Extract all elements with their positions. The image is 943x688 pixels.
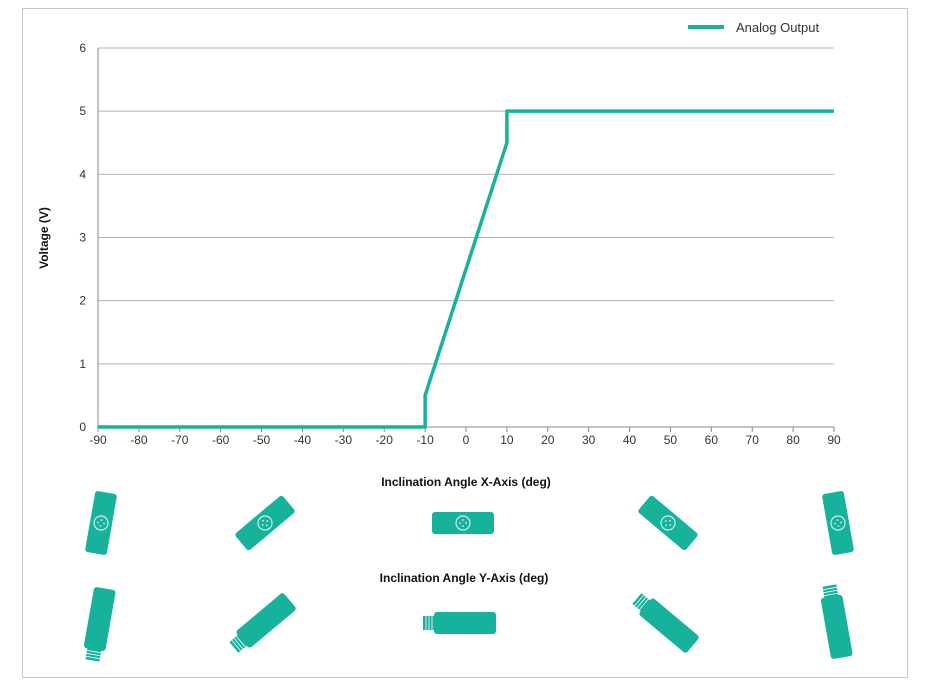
- sensor-y-orientation-icon: [423, 612, 496, 634]
- y-axis-label: Voltage (V): [37, 207, 51, 269]
- x-tick-label: -20: [376, 433, 394, 447]
- x-tick-label: -30: [335, 433, 353, 447]
- x-axis-label: Inclination Angle X-Axis (deg): [381, 475, 551, 489]
- x-tick-label: 10: [500, 433, 514, 447]
- series-line: [98, 109, 834, 429]
- x-tick-label: -60: [212, 433, 230, 447]
- legend: Analog Output: [688, 20, 820, 35]
- x-tick-label: -70: [171, 433, 189, 447]
- y-tick-label: 5: [79, 104, 86, 118]
- sensor-x-orientation-icon: [85, 491, 117, 555]
- x-tick-label: 0: [463, 433, 470, 447]
- x-tick-label: 60: [705, 433, 719, 447]
- sensor-x-orientation-icon: [432, 512, 494, 534]
- x-tick-label: -10: [416, 433, 434, 447]
- sensor-x-orientation-icon: [638, 495, 698, 551]
- x-tick-label: -80: [130, 433, 148, 447]
- x-tick-label: -90: [89, 433, 107, 447]
- sensor-y-orientation-icon: [229, 593, 296, 653]
- sensor-y-orientation-icon: [83, 587, 116, 662]
- y-tick-label: 0: [79, 420, 86, 434]
- x-tick-label: -50: [253, 433, 271, 447]
- chart-frame: [22, 8, 908, 678]
- x-tick-label: -40: [294, 433, 312, 447]
- legend-label: Analog Output: [736, 20, 820, 35]
- y-tick-label: 1: [79, 357, 86, 371]
- sensor-x-orientation-icon: [235, 495, 295, 551]
- x-tick-label: 20: [541, 433, 555, 447]
- x-tick-label: 80: [786, 433, 800, 447]
- sensor-y-orientation-icon: [632, 593, 699, 653]
- sensor-x-orientation-icon: [822, 491, 854, 555]
- x-tick-label: 50: [664, 433, 678, 447]
- x-tick-label: 70: [746, 433, 760, 447]
- y-axis-inclination-label: Inclination Angle Y-Axis (deg): [380, 571, 549, 585]
- x-tick-label: 40: [623, 433, 637, 447]
- y-tick-label: 6: [79, 41, 86, 55]
- sensor-y-orientation-icon: [820, 584, 853, 659]
- x-tick-label: 90: [827, 433, 841, 447]
- x-tick-label: 30: [582, 433, 596, 447]
- y-tick-label: 3: [79, 231, 86, 245]
- y-tick-label: 4: [79, 167, 86, 181]
- y-tick-label: 2: [79, 294, 86, 308]
